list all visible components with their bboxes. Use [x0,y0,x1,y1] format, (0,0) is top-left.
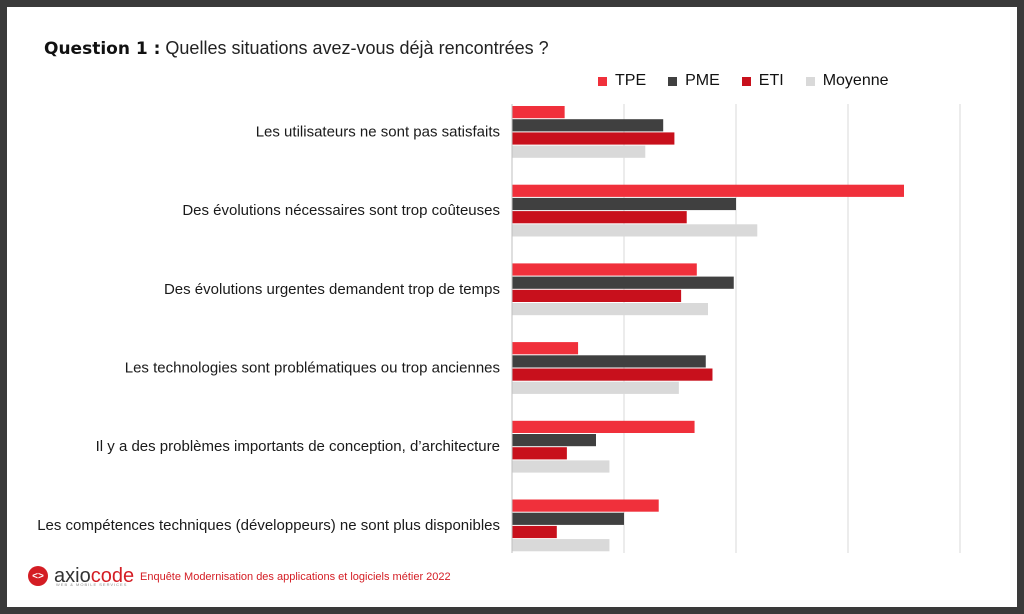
category-label-6: Les compétences techniques (développeurs… [37,517,500,534]
bar-moyenne-6 [512,539,610,552]
bar-pme-6 [512,512,624,525]
bar-tpe-3 [512,263,697,276]
legend-label-moyenne: Moyenne [822,72,889,89]
question-heading: Question 1 : Quelles situations avez-vou… [44,38,549,59]
category-label-5: Il y a des problèmes importants de conce… [96,438,500,455]
category-label-4: Les technologies sont problématiques ou … [125,359,500,376]
category-label-1: Les utilisateurs ne sont pas satisfaits [256,123,500,140]
legend-label-tpe: TPE [615,72,647,89]
bar-eti-3 [512,289,682,302]
category-label-2: Des évolutions nécessaires sont trop coû… [182,202,500,219]
bar-tpe-1 [512,106,565,119]
category-label-3: Des évolutions urgentes demandent trop d… [164,281,500,298]
chart-legend: TPE PME ETI Moyenne [598,72,889,90]
bar-eti-2 [512,211,687,224]
logo-tagline: WEB & MOBILE SERVICES [56,582,128,587]
legend-swatch-moyenne [805,76,815,86]
legend-item-tpe: TPE [598,72,646,90]
legend-item-eti: ETI [741,72,784,90]
bar-tpe-4 [512,342,579,355]
legend-swatch-pme [668,76,678,86]
footer-caption: Enquête Modernisation des applications e… [140,571,451,583]
bar-pme-5 [512,434,596,447]
legend-item-moyenne: Moyenne [805,72,889,90]
logo-accent: code [90,565,135,587]
legend-swatch-eti [741,76,751,86]
question-text: Quelles situations avez-vous déjà rencon… [165,38,549,58]
bar-eti-4 [512,368,713,381]
legend-swatch-tpe [598,76,607,86]
bar-eti-5 [512,447,567,460]
bar-moyenne-4 [512,381,679,394]
bar-tpe-6 [512,499,659,512]
bar-pme-4 [512,355,706,368]
bar-pme-1 [512,119,664,132]
bar-moyenne-5 [512,460,610,473]
legend-item-pme: PME [668,72,720,90]
code-brackets-icon: <> [28,566,48,586]
legend-label-eti: ETI [758,72,784,89]
bar-moyenne-2 [512,224,758,237]
bar-tpe-2 [512,184,904,197]
bar-moyenne-1 [512,145,646,158]
bar-tpe-5 [512,420,695,433]
bar-eti-1 [512,132,675,145]
logo-main: axio [54,565,91,587]
logo-wordmark: axiocode [54,566,134,586]
axiocode-logo: <> axiocode WEB & MOBILE SERVICES [28,566,134,587]
bar-eti-6 [512,525,557,539]
question-label: Question 1 : [44,39,161,59]
bar-pme-2 [512,197,736,211]
bar-moyenne-3 [512,303,708,316]
legend-label-pme: PME [685,72,720,89]
bar-pme-3 [512,276,734,289]
